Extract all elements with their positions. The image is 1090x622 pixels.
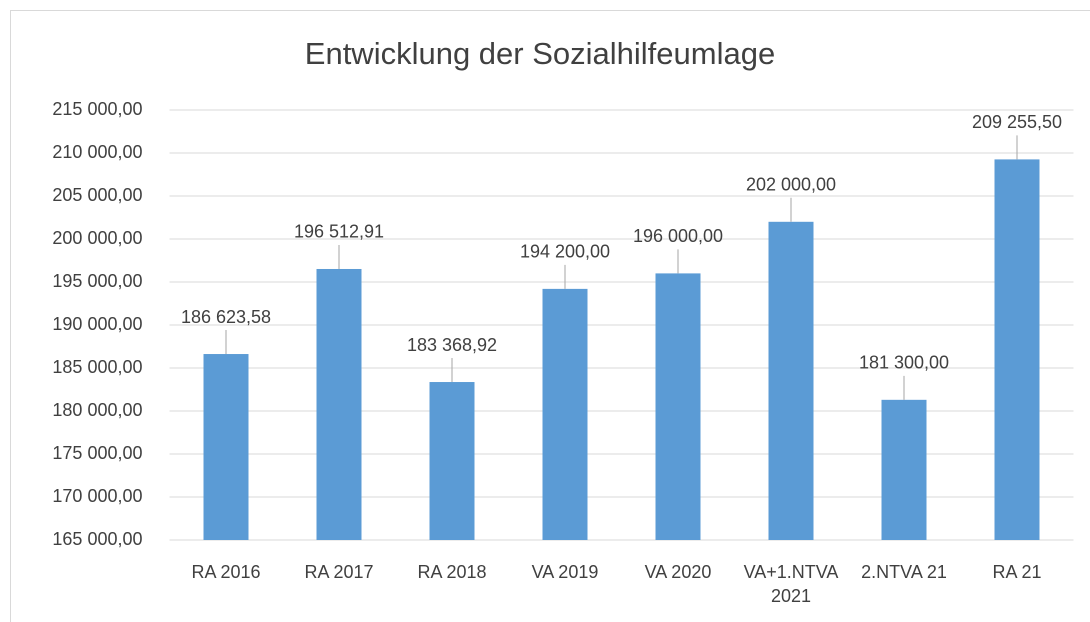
y-tick-label: 185 000,00 — [52, 357, 142, 377]
x-tick-label: VA 2019 — [531, 562, 599, 582]
bar — [655, 273, 701, 540]
data-label: 196 512,91 — [294, 222, 384, 242]
data-label: 202 000,00 — [746, 175, 836, 195]
y-tick-label: 170 000,00 — [52, 486, 142, 506]
data-label: 181 300,00 — [859, 353, 949, 373]
y-tick-label: 195 000,00 — [52, 271, 142, 291]
y-tick-label: 205 000,00 — [52, 185, 142, 205]
bar — [316, 268, 362, 540]
x-tick-label: RA 21 — [992, 562, 1042, 582]
y-tick-label: 175 000,00 — [52, 443, 142, 463]
x-tick-label: RA 2018 — [417, 562, 487, 582]
bar — [768, 221, 814, 541]
bar — [881, 399, 927, 540]
bar — [429, 382, 475, 540]
chart-border — [10, 10, 1090, 622]
x-tick-label: VA 2020 — [644, 562, 712, 582]
y-tick-label: 210 000,00 — [52, 142, 142, 162]
bar — [994, 159, 1040, 540]
data-label: 209 255,50 — [972, 112, 1062, 132]
x-tick-label: VA+1.NTVA 2021 — [743, 562, 839, 606]
data-label: 186 623,58 — [181, 307, 271, 327]
x-tick-label: 2.NTVA 21 — [861, 562, 947, 582]
y-tick-label: 215 000,00 — [52, 99, 142, 119]
y-tick-label: 200 000,00 — [52, 228, 142, 248]
x-tick-label: RA 2017 — [304, 562, 374, 582]
data-label: 183 368,92 — [407, 335, 497, 355]
y-tick-label: 165 000,00 — [52, 529, 142, 549]
y-tick-label: 180 000,00 — [52, 400, 142, 420]
chart-title: Entwicklung der Sozialhilfeumlage — [305, 36, 775, 71]
x-tick-label: RA 2016 — [191, 562, 261, 582]
y-tick-label: 190 000,00 — [52, 314, 142, 334]
data-label: 196 000,00 — [633, 226, 723, 246]
bar — [203, 354, 249, 540]
data-label: 194 200,00 — [520, 242, 610, 262]
bar — [542, 288, 588, 540]
